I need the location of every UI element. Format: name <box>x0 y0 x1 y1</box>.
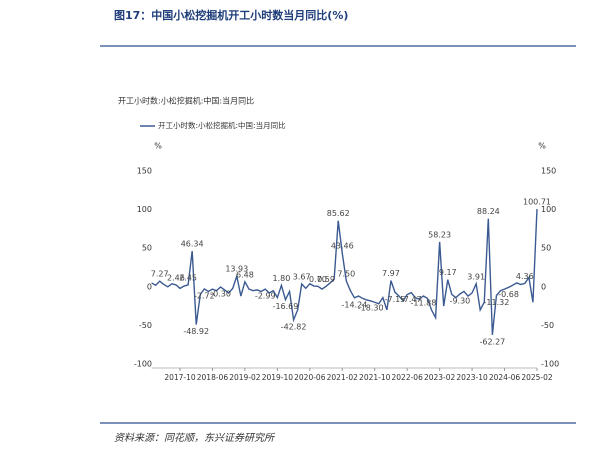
y-unit: % <box>154 142 162 151</box>
y-tick-label: 0 <box>147 282 152 291</box>
data-label: -48.92 <box>183 327 209 336</box>
y2-unit: % <box>538 142 546 151</box>
y2-tick-label: 100 <box>541 205 556 214</box>
y2-tick-label: 50 <box>541 244 551 253</box>
x-tick-label: 2023-10 <box>456 373 488 382</box>
data-label: -16.69 <box>273 302 299 311</box>
data-label: 4.36 <box>516 272 534 281</box>
y-tick-label: -50 <box>139 321 152 330</box>
data-label: 100.71 <box>523 198 551 207</box>
data-label: -0.30 <box>210 290 231 299</box>
data-label: -7.15 <box>385 295 406 304</box>
x-tick-label: 2020-06 <box>294 373 326 382</box>
data-label: 13.93 <box>225 265 248 274</box>
figure-title: 图17：中国小松挖掘机开工小时数当月同比(%) <box>114 8 348 22</box>
data-label: 88.24 <box>477 207 500 216</box>
data-label: 6.48 <box>236 270 254 279</box>
chart-title: 开工小时数:小松挖掘机:中国:当月同比 <box>118 96 254 106</box>
data-label: -2.72 <box>194 291 215 300</box>
data-label: 0.59 <box>317 275 335 284</box>
x-tick-label: 2023-02 <box>424 373 456 382</box>
data-label: 7.97 <box>382 269 400 278</box>
x-tick-label: 2021-10 <box>359 373 391 382</box>
data-label: 7.50 <box>337 270 355 279</box>
source: 资料来源：同花顺，东兴证券研究所 <box>114 432 276 444</box>
data-label: -18.30 <box>358 303 384 312</box>
data-label: 43.46 <box>331 242 354 251</box>
data-label: -2.99 <box>255 292 276 301</box>
data-label: -42.82 <box>281 322 307 331</box>
y2-tick-label: -100 <box>541 360 559 369</box>
data-label: 3.91 <box>467 272 485 281</box>
data-label: 0.70 <box>309 275 327 284</box>
data-label: 7.27 <box>151 270 169 279</box>
x-tick-label: 2019-02 <box>229 373 261 382</box>
data-label: 58.23 <box>428 230 451 239</box>
x-tick-label: 2017-10 <box>164 373 196 382</box>
x-tick-label: 2021-02 <box>327 373 359 382</box>
legend-label: 开工小时数:小松挖掘机:中国:当月同比 <box>158 120 286 130</box>
data-label: -0.68 <box>498 290 519 299</box>
data-label: -7.47 <box>401 295 422 304</box>
x-tick-label: 2018-06 <box>197 373 229 382</box>
data-label: 1.80 <box>273 274 291 283</box>
series-line <box>151 209 538 335</box>
y-tick-label: 50 <box>142 244 152 253</box>
data-label: 85.62 <box>327 209 350 218</box>
y-tick-label: -100 <box>134 360 152 369</box>
y2-tick-label: -50 <box>541 321 554 330</box>
y-tick-label: 150 <box>137 167 152 176</box>
data-label: -62.27 <box>479 337 505 346</box>
data-label: 2.46 <box>167 273 185 282</box>
y-tick-label: 100 <box>137 205 152 214</box>
data-label: 9.17 <box>439 268 457 277</box>
x-tick-label: 2019-10 <box>262 373 294 382</box>
data-label: 46.34 <box>181 240 204 249</box>
data-label: -11.32 <box>484 298 510 307</box>
y2-tick-label: 0 <box>541 282 546 291</box>
data-label: -11.88 <box>411 298 437 307</box>
data-label: 3.67 <box>293 272 311 281</box>
x-tick-label: 2024-06 <box>489 373 521 382</box>
x-tick-label: 2025-02 <box>521 373 553 382</box>
data-label: 2.45 <box>179 273 197 282</box>
data-label: -14.24 <box>342 300 368 309</box>
y2-tick-label: 150 <box>541 167 556 176</box>
x-tick-label: 2022-06 <box>392 373 424 382</box>
data-label: -9.30 <box>450 296 471 305</box>
